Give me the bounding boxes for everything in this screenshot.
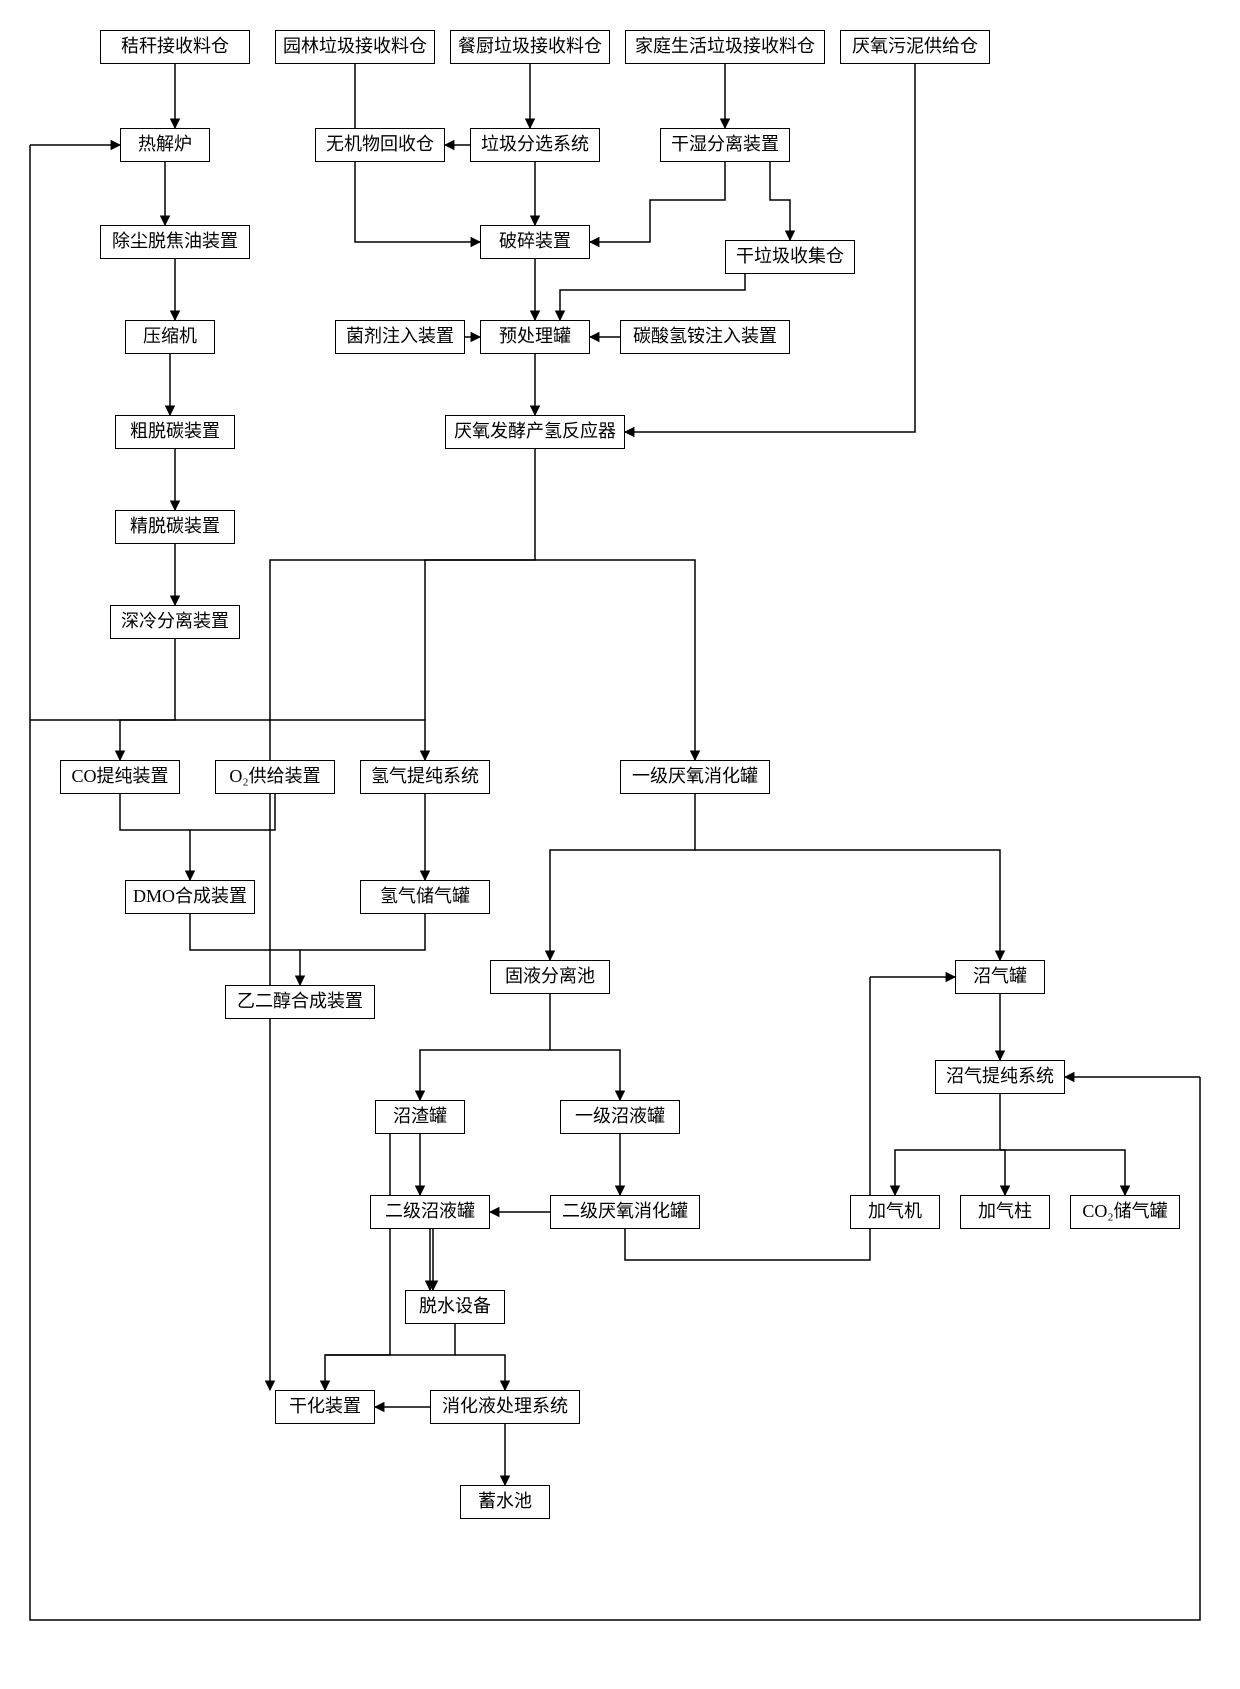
node-n22: O₂供给装置 <box>215 760 335 794</box>
node-n25: DMO合成装置 <box>125 880 255 914</box>
node-n5: 厌氧污泥供给仓 <box>840 30 990 64</box>
node-n31: 一级沼液罐 <box>560 1100 680 1134</box>
node-n3: 餐厨垃圾接收料仓 <box>450 30 610 64</box>
node-n34: 二级厌氧消化罐 <box>550 1195 700 1229</box>
node-n27: 乙二醇合成装置 <box>225 985 375 1019</box>
node-n24: 一级厌氧消化罐 <box>620 760 770 794</box>
node-n8: 垃圾分选系统 <box>470 128 600 162</box>
flowchart-canvas: 秸秆接收料仓园林垃圾接收料仓餐厨垃圾接收料仓家庭生活垃圾接收料仓厌氧污泥供给仓热… <box>0 0 1240 1689</box>
node-n29: 沼气罐 <box>955 960 1045 994</box>
node-n33: 二级沼液罐 <box>370 1195 490 1229</box>
node-n7: 无机物回收仓 <box>315 128 445 162</box>
node-n10: 除尘脱焦油装置 <box>100 225 250 259</box>
node-n28: 固液分离池 <box>490 960 610 994</box>
node-n11: 破碎装置 <box>480 225 590 259</box>
node-n36: 加气柱 <box>960 1195 1050 1229</box>
node-n13: 压缩机 <box>125 320 215 354</box>
node-n30: 沼渣罐 <box>375 1100 465 1134</box>
node-n20: 深冷分离装置 <box>110 605 240 639</box>
node-n38: 脱水设备 <box>405 1290 505 1324</box>
node-n16: 碳酸氢铵注入装置 <box>620 320 790 354</box>
node-n35: 加气机 <box>850 1195 940 1229</box>
node-n4: 家庭生活垃圾接收料仓 <box>625 30 825 64</box>
node-n15: 预处理罐 <box>480 320 590 354</box>
node-n32: 沼气提纯系统 <box>935 1060 1065 1094</box>
node-n26: 氢气储气罐 <box>360 880 490 914</box>
node-n14: 菌剂注入装置 <box>335 320 465 354</box>
node-n39: 干化装置 <box>275 1390 375 1424</box>
node-n17: 粗脱碳装置 <box>115 415 235 449</box>
node-n37: CO₂储气罐 <box>1070 1195 1180 1229</box>
node-n41: 蓄水池 <box>460 1485 550 1519</box>
node-n1: 秸秆接收料仓 <box>100 30 250 64</box>
node-n40: 消化液处理系统 <box>430 1390 580 1424</box>
node-n18: 厌氧发酵产氢反应器 <box>445 415 625 449</box>
node-n9: 干湿分离装置 <box>660 128 790 162</box>
node-n21: CO提纯装置 <box>60 760 180 794</box>
node-n6: 热解炉 <box>120 128 210 162</box>
node-n23: 氢气提纯系统 <box>360 760 490 794</box>
node-n12: 干垃圾收集仓 <box>725 240 855 274</box>
node-n2: 园林垃圾接收料仓 <box>275 30 435 64</box>
node-n19: 精脱碳装置 <box>115 510 235 544</box>
